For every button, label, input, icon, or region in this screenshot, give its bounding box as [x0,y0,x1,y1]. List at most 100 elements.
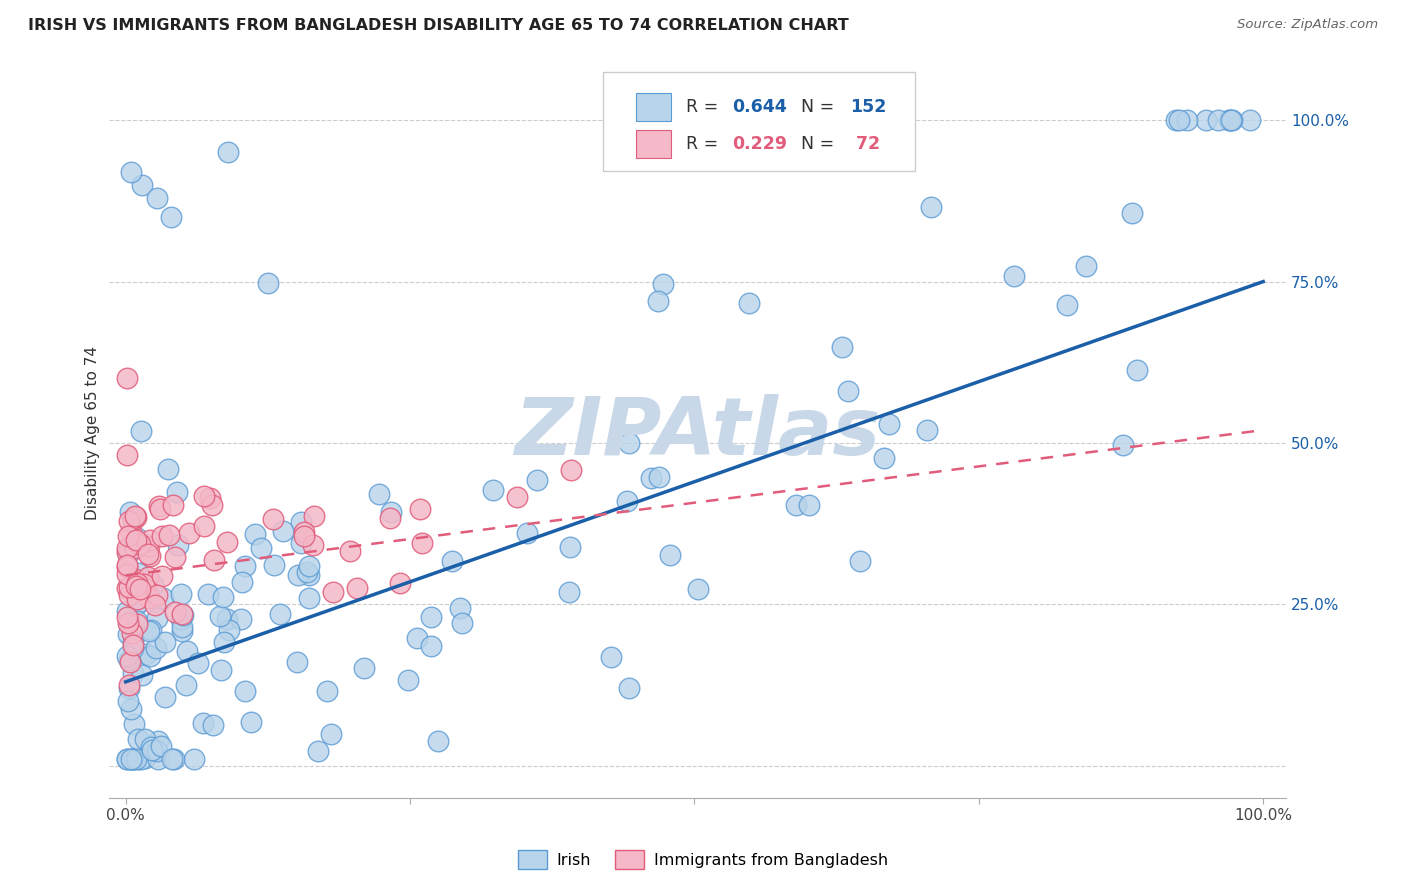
Point [146,588,169,602]
Point [1219,113,1241,128]
Point [122,717,145,731]
Text: 152: 152 [851,98,887,116]
Point [131,667,153,681]
Point [131,178,153,192]
Point [176,644,198,658]
Text: ZIPAtlas: ZIPAtlas [515,394,880,472]
Point [229,612,252,626]
Point [600,649,623,664]
Point [129,752,152,766]
Point [262,512,284,526]
Point [849,554,872,568]
Point [148,499,170,513]
Point [118,580,141,594]
Point [121,752,143,766]
Point [145,640,167,655]
Point [135,582,157,596]
Point [396,673,419,687]
Point [287,567,309,582]
Text: 72: 72 [851,135,880,153]
Point [1206,113,1229,128]
Point [298,591,321,605]
Point [118,514,141,528]
Point [212,635,235,649]
Point [127,566,149,580]
Point [120,505,142,519]
Point [353,661,375,675]
Point [298,558,321,573]
Point [218,623,240,637]
Point [526,473,548,487]
Point [1220,113,1243,128]
Point [245,526,267,541]
Point [420,610,443,624]
Point [915,423,938,437]
Point [208,609,231,624]
Point [115,558,138,573]
Point [120,702,142,716]
Point [193,489,215,503]
Point [648,470,671,484]
Point [118,681,141,695]
Point [409,502,432,516]
Point [1166,113,1188,128]
Point [831,340,853,354]
Y-axis label: Disability Age 65 to 74: Disability Age 65 to 74 [86,346,100,520]
Point [201,498,224,512]
Point [388,576,411,591]
Point [127,752,149,766]
Point [170,607,193,621]
Point [138,591,160,605]
Point [167,538,190,552]
Point [322,584,344,599]
Text: Source: ZipAtlas.com: Source: ZipAtlas.com [1237,18,1378,31]
Point [233,684,256,698]
Point [127,597,149,611]
Point [211,590,233,604]
Point [315,684,337,698]
Point [115,371,138,385]
Point [117,627,139,641]
Point [271,524,294,539]
Point [121,752,143,766]
Point [450,601,472,615]
Point [115,566,138,581]
Point [141,743,163,757]
Point [156,462,179,476]
Point [120,525,142,540]
Point [117,528,139,542]
Text: R =: R = [686,135,723,153]
Point [121,635,143,649]
Point [134,732,156,747]
Point [307,744,329,758]
Point [170,612,193,626]
Point [302,538,325,552]
Point [118,652,141,666]
Point [651,277,673,291]
Point [118,588,141,602]
Point [240,715,263,730]
Point [193,519,215,533]
Point [617,436,640,450]
Point [117,694,139,708]
Point [738,296,761,310]
Point [616,494,638,508]
Point [217,612,239,626]
Point [139,649,162,664]
Text: 0.229: 0.229 [733,135,787,153]
Point [198,491,221,505]
Point [263,558,285,573]
Point [873,450,896,465]
Point [129,424,152,438]
Point [209,664,232,678]
Point [427,733,450,747]
Point [121,513,143,527]
Text: IRISH VS IMMIGRANTS FROM BANGLADESH DISABILITY AGE 65 TO 74 CORRELATION CHART: IRISH VS IMMIGRANTS FROM BANGLADESH DISA… [28,18,849,33]
Point [257,277,280,291]
Point [117,615,139,630]
Point [129,578,152,592]
Point [127,531,149,545]
Point [659,548,682,562]
Point [368,487,391,501]
Point [1195,113,1218,128]
